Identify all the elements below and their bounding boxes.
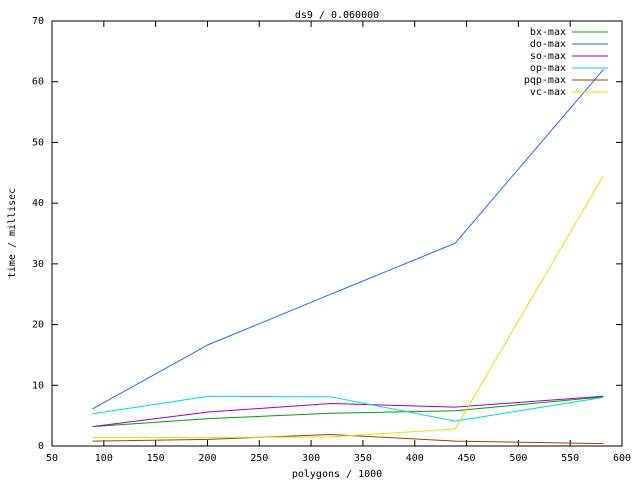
x-tick-label: 150: [147, 453, 165, 464]
x-tick-label: 200: [198, 453, 216, 464]
series-line: [92, 433, 604, 445]
y-tick-label: 30: [32, 259, 44, 270]
y-axis-label: time / millisec: [7, 188, 18, 278]
y-tick-label: 40: [32, 198, 44, 209]
series-line: [92, 396, 604, 428]
legend-label: do-max: [530, 39, 566, 50]
y-tick-label: 70: [32, 16, 44, 27]
legend-label: bx-max: [530, 27, 566, 38]
y-tick-label: 60: [32, 77, 44, 88]
legend-label: so-max: [530, 51, 566, 62]
series-line: [92, 69, 604, 410]
x-tick-label: 50: [46, 453, 58, 464]
y-tick-label: 0: [38, 441, 44, 452]
y-tick-label: 10: [32, 380, 44, 391]
y-tick-label: 50: [32, 137, 44, 148]
legend-label: op-max: [530, 63, 566, 74]
x-tick-label: 350: [354, 453, 372, 464]
chart-title: ds9 / 0.060000: [295, 10, 379, 21]
x-tick-label: 600: [613, 453, 631, 464]
y-tick-label: 20: [32, 320, 44, 331]
series-line: [92, 395, 604, 422]
x-tick-label: 250: [250, 453, 268, 464]
x-tick-label: 100: [95, 453, 113, 464]
legend-label: vc-max: [530, 87, 566, 98]
x-tick-label: 450: [458, 453, 476, 464]
x-axis-label: polygons / 1000: [292, 469, 382, 480]
x-tick-label: 550: [561, 453, 579, 464]
x-tick-label: 500: [509, 453, 527, 464]
x-tick-label: 400: [406, 453, 424, 464]
legend-label: pqp-max: [524, 75, 566, 86]
series-line: [92, 395, 604, 428]
x-tick-label: 300: [302, 453, 320, 464]
plot-border: [51, 20, 623, 447]
series-line: [92, 175, 604, 438]
